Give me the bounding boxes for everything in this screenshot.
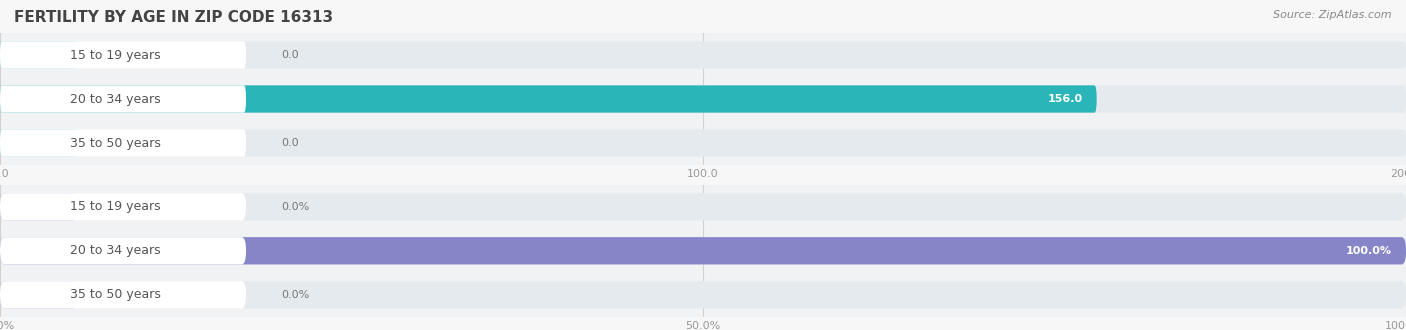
FancyBboxPatch shape [0,41,1406,69]
Text: 15 to 19 years: 15 to 19 years [70,49,160,61]
Text: 156.0: 156.0 [1047,94,1083,104]
FancyBboxPatch shape [0,237,1406,264]
FancyBboxPatch shape [0,85,1406,113]
FancyBboxPatch shape [0,129,77,157]
Text: 20 to 34 years: 20 to 34 years [70,244,160,257]
Text: FERTILITY BY AGE IN ZIP CODE 16313: FERTILITY BY AGE IN ZIP CODE 16313 [14,10,333,25]
Text: 15 to 19 years: 15 to 19 years [70,200,160,213]
FancyBboxPatch shape [0,193,246,220]
FancyBboxPatch shape [0,129,246,157]
Text: 0.0%: 0.0% [281,290,309,300]
Text: 35 to 50 years: 35 to 50 years [70,137,162,149]
Text: 0.0: 0.0 [281,50,299,60]
FancyBboxPatch shape [0,129,1406,157]
FancyBboxPatch shape [0,237,246,264]
FancyBboxPatch shape [0,85,1097,113]
FancyBboxPatch shape [0,281,77,309]
FancyBboxPatch shape [0,281,246,309]
Text: 0.0%: 0.0% [281,202,309,212]
Text: 35 to 50 years: 35 to 50 years [70,288,162,301]
Text: 0.0: 0.0 [281,138,299,148]
FancyBboxPatch shape [0,193,77,220]
Text: Source: ZipAtlas.com: Source: ZipAtlas.com [1274,10,1392,20]
FancyBboxPatch shape [0,41,246,69]
FancyBboxPatch shape [0,237,1406,264]
FancyBboxPatch shape [0,85,246,113]
Text: 100.0%: 100.0% [1346,246,1392,256]
FancyBboxPatch shape [0,281,1406,309]
FancyBboxPatch shape [0,193,1406,220]
Text: 20 to 34 years: 20 to 34 years [70,92,160,106]
FancyBboxPatch shape [0,41,77,69]
